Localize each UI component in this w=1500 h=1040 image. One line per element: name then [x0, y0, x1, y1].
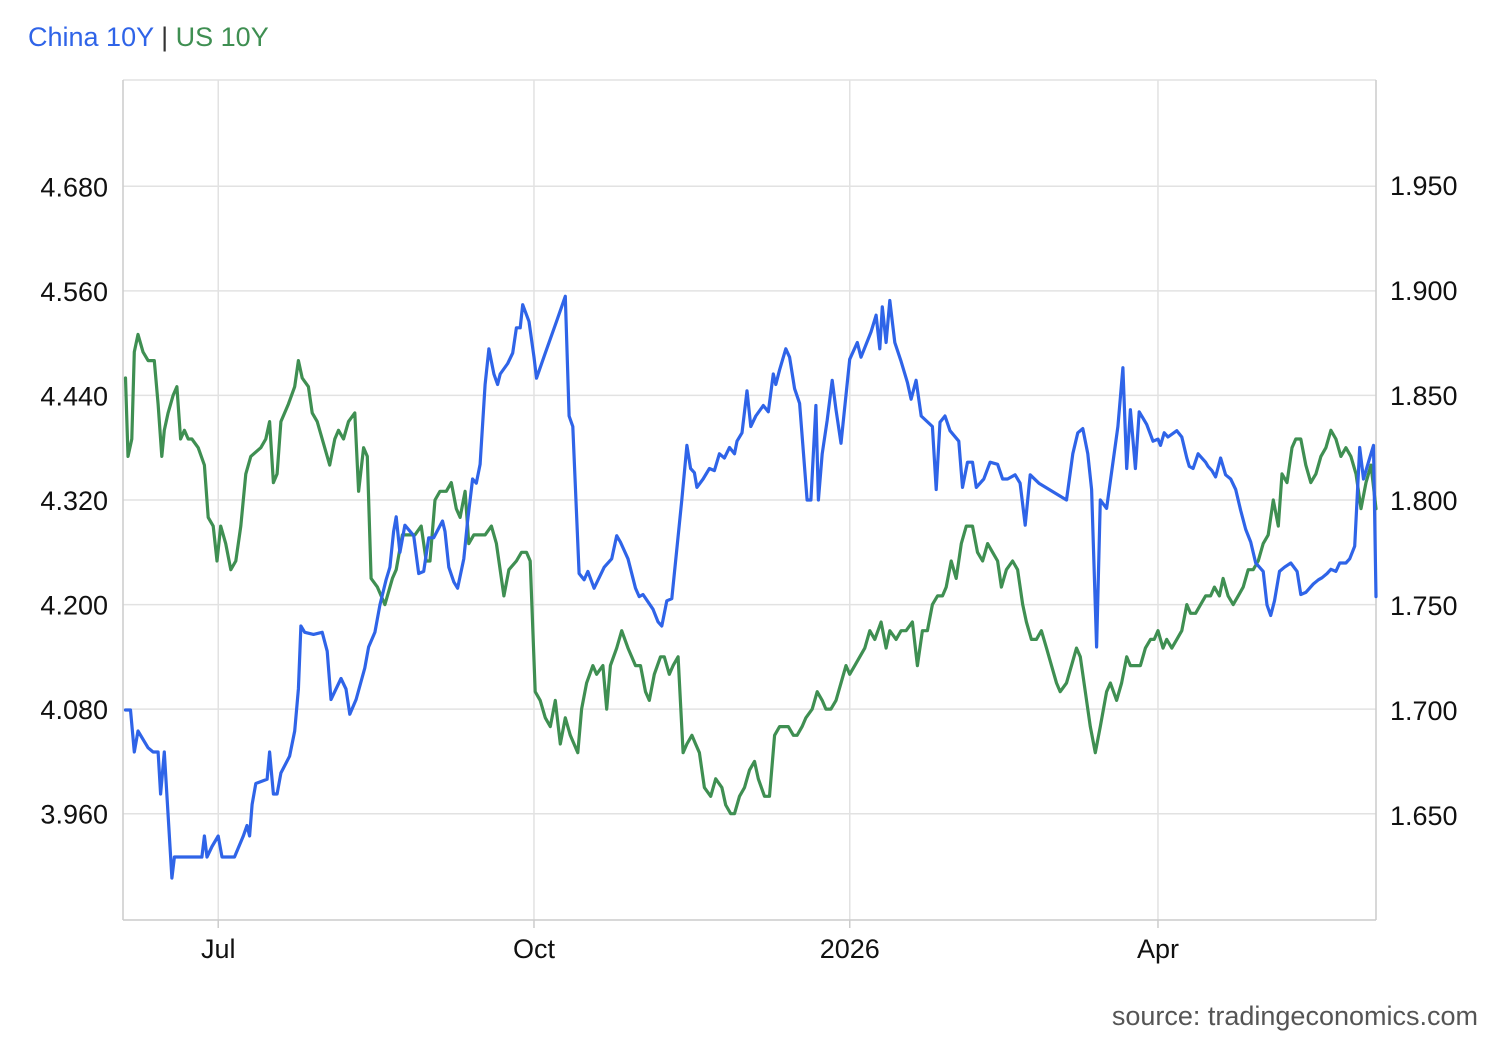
- left-tick-label: 3.960: [40, 800, 108, 830]
- x-tick-label: 2026: [820, 934, 880, 964]
- china-10y-line[interactable]: [123, 294, 1378, 880]
- left-tick-label: 4.080: [40, 695, 108, 725]
- tick-labels: 3.960 4.080 4.200 4.320 4.440 4.560 4.680 1.650…: [40, 171, 1457, 964]
- legend-china[interactable]: China 10Y: [28, 22, 154, 52]
- x-tick-label: Apr: [1137, 934, 1179, 964]
- x-tick-label: Jul: [201, 934, 236, 964]
- line-chart: 3.960 4.080 4.200 4.320 4.440 4.560 4.680 1.650…: [40, 79, 1458, 964]
- grid: [123, 79, 1376, 920]
- right-tick-label: 1.750: [1390, 591, 1458, 621]
- right-tick-label: 1.800: [1390, 486, 1458, 516]
- axes: [122, 80, 1377, 928]
- left-tick-label: 4.440: [40, 381, 108, 411]
- right-tick-label: 1.850: [1390, 381, 1458, 411]
- left-tick-label: 4.320: [40, 486, 108, 516]
- left-tick-label: 4.680: [40, 172, 108, 202]
- right-tick-label: 1.700: [1390, 696, 1458, 726]
- left-tick-label: 4.560: [40, 277, 108, 307]
- right-tick-label: 1.900: [1390, 276, 1458, 306]
- legend-separator: |: [161, 22, 169, 52]
- left-tick-label: 4.200: [40, 591, 108, 621]
- chart-legend: China 10Y | US 10Y: [28, 22, 269, 53]
- right-tick-label: 1.650: [1390, 801, 1458, 831]
- source-credit: source: tradingeconomics.com: [1111, 1001, 1478, 1031]
- legend-us[interactable]: US 10Y: [175, 22, 269, 52]
- right-tick-label: 1.950: [1390, 171, 1458, 201]
- us-10y-line[interactable]: [123, 332, 1378, 816]
- x-tick-label: Oct: [513, 934, 556, 964]
- series: [123, 294, 1378, 880]
